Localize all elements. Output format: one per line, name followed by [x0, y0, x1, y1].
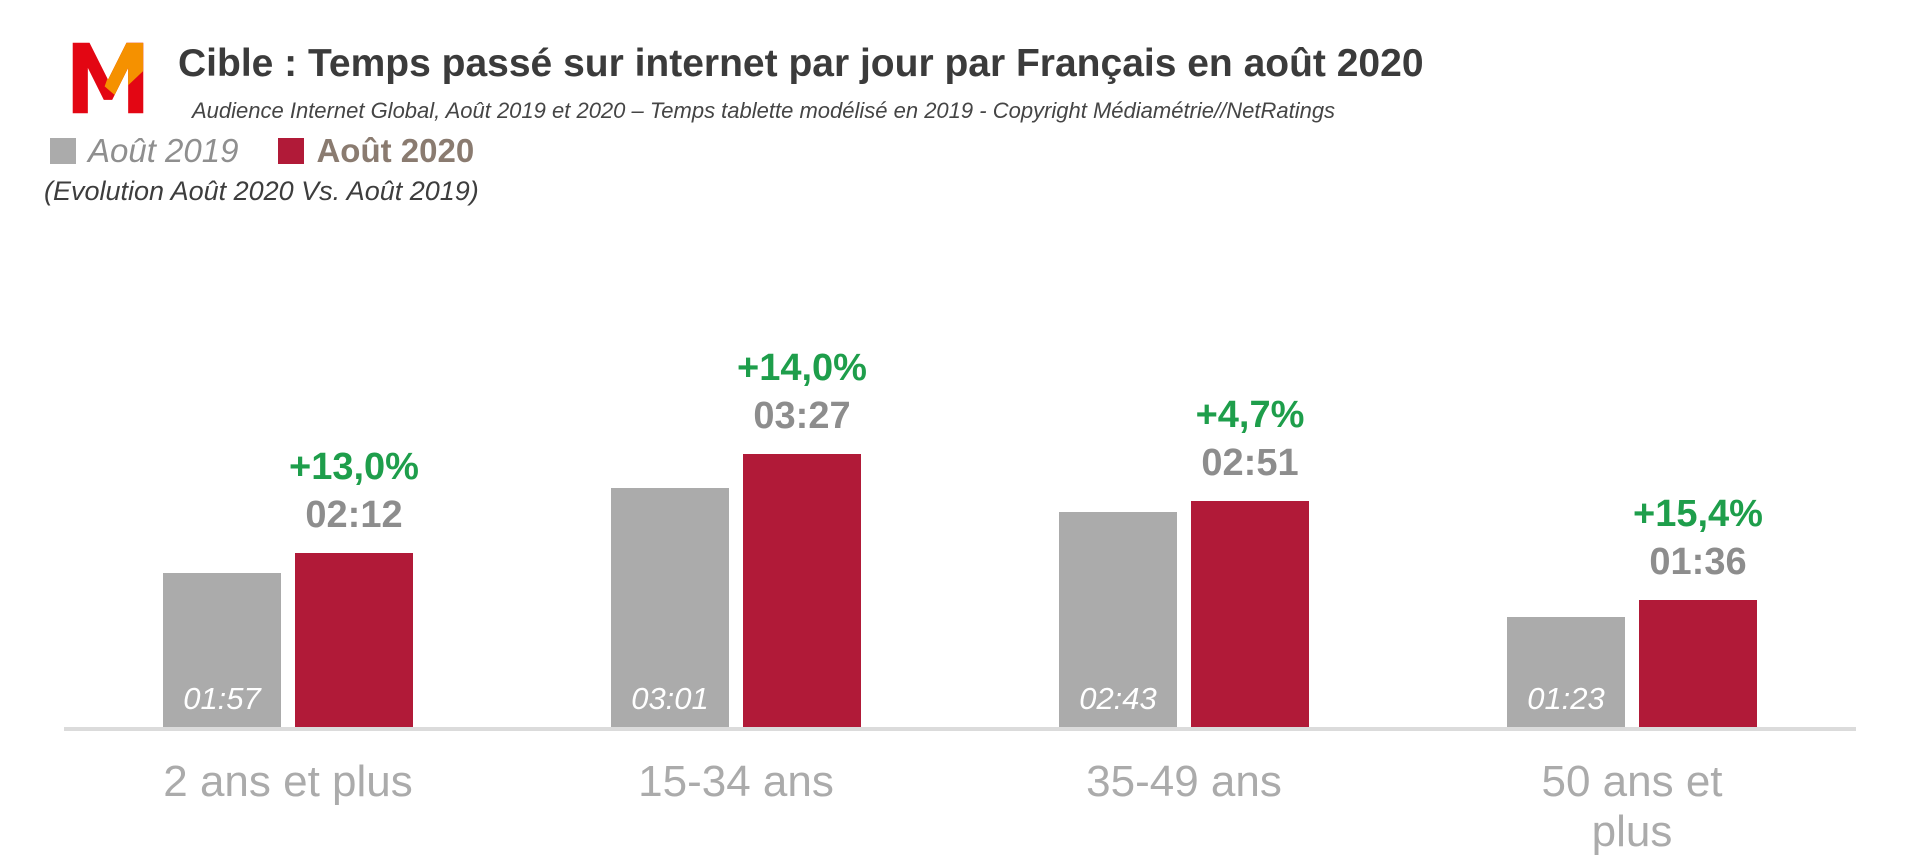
- bar-aout-2019: 01:57: [163, 573, 281, 727]
- value-labels: +15,4% 01:36: [1518, 492, 1878, 584]
- mediametrie-m-icon: [72, 42, 144, 114]
- evolution-label: +4,7%: [1195, 394, 1305, 436]
- evolution-label: +13,0%: [289, 446, 419, 488]
- mediametrie-logo: [66, 36, 150, 120]
- chart-legend: Août 2019 Août 2020: [0, 132, 1920, 170]
- value-labels: +4,7% 02:51: [1070, 393, 1430, 485]
- bar-group: +15,4% 01:36 01:23: [1507, 257, 1763, 727]
- value-label-2020: 01:36: [1649, 541, 1747, 583]
- legend-item-aout-2019: Août 2019: [50, 132, 238, 170]
- bar-aout-2020: [1191, 501, 1309, 727]
- value-label-2020: 03:27: [753, 395, 851, 437]
- value-label-2020: 02:51: [1201, 442, 1299, 484]
- value-label-2019: 02:43: [1079, 681, 1157, 716]
- bar-aout-2019: 02:43: [1059, 512, 1177, 727]
- legend-label: Août 2019: [88, 132, 239, 169]
- chart-subtitle: Audience Internet Global, Août 2019 et 2…: [192, 98, 1336, 123]
- bar-aout-2019: 03:01: [611, 488, 729, 727]
- bar-aout-2020: [1639, 600, 1757, 727]
- category-label: 35-49 ans: [1086, 757, 1282, 806]
- value-labels: +14,0% 03:27: [622, 346, 982, 438]
- value-label-2020: 02:12: [305, 494, 403, 536]
- legend-swatch-icon: [278, 138, 305, 164]
- evolution-note: (Evolution Août 2020 Vs. Août 2019): [44, 176, 479, 206]
- category-axis: 2 ans et plus 15-34 ans 35-49 ans 50 ans et…: [64, 731, 1856, 857]
- category-label: 2 ans et plus: [163, 757, 413, 806]
- header: Cible : Temps passé sur internet par jou…: [0, 0, 1920, 124]
- evolution-label: +15,4%: [1633, 493, 1763, 535]
- bar-chart: +13,0% 02:12 01:57 +14,0% 03:27 03:01 +4,7% 02:…: [64, 257, 1856, 731]
- value-labels: +13,0% 02:12: [174, 445, 534, 537]
- page-title: Cible : Temps passé sur internet par jou…: [178, 42, 1424, 85]
- bar-aout-2020: [743, 454, 861, 727]
- value-label-2019: 03:01: [631, 681, 709, 716]
- value-label-2019: 01:57: [183, 681, 261, 716]
- legend-swatch-icon: [50, 138, 76, 164]
- title-block: Cible : Temps passé sur internet par jou…: [178, 36, 1424, 124]
- legend-label: Août 2020: [316, 132, 475, 169]
- evolution-label: +14,0%: [737, 347, 867, 389]
- legend-item-aout-2020: Août 2020: [278, 132, 474, 170]
- bar-group: +13,0% 02:12 01:57: [163, 257, 419, 727]
- bar-aout-2019: 01:23: [1507, 617, 1625, 727]
- category-label: 50 ans et plus: [1541, 757, 1723, 856]
- bar-group: +14,0% 03:27 03:01: [611, 257, 867, 727]
- bar-group: +4,7% 02:51 02:43: [1059, 257, 1309, 727]
- category-label: 15-34 ans: [638, 757, 834, 806]
- value-label-2019: 01:23: [1527, 681, 1605, 716]
- bar-aout-2020: [295, 553, 413, 727]
